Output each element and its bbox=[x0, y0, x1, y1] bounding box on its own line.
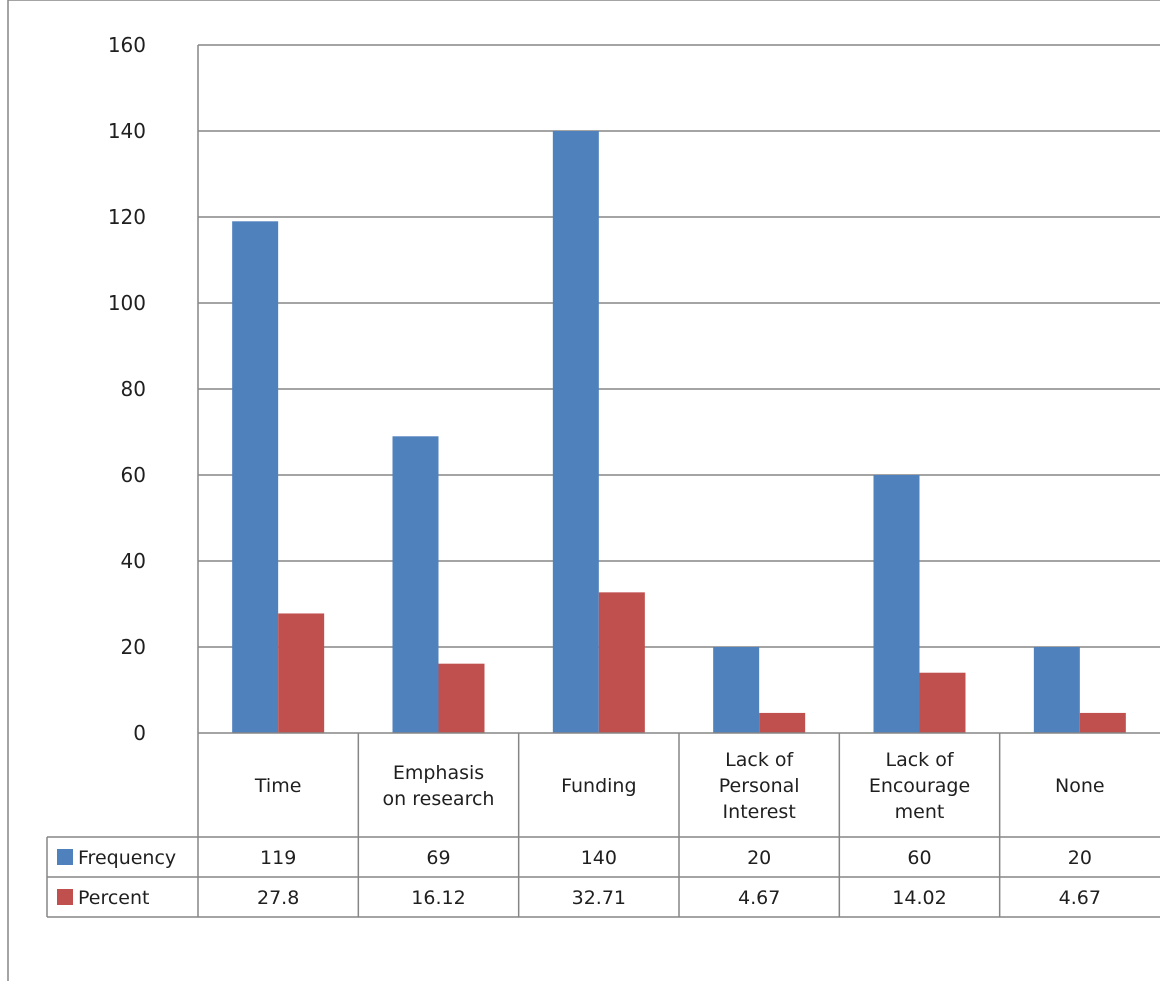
y-tick-label: 160 bbox=[108, 33, 146, 57]
legend-key-frequency bbox=[57, 849, 73, 865]
y-tick-label: 100 bbox=[108, 291, 146, 315]
data-table-value: 4.67 bbox=[1059, 887, 1101, 909]
y-tick-label: 40 bbox=[121, 549, 146, 573]
legend-key-percent bbox=[57, 889, 73, 905]
bar-percent-5 bbox=[1079, 712, 1126, 733]
data-table-value: 60 bbox=[907, 847, 931, 869]
data-table-value: 14.02 bbox=[892, 887, 946, 909]
y-tick-label: 80 bbox=[121, 377, 146, 401]
y-tick-label: 20 bbox=[121, 635, 146, 659]
bar-percent-1 bbox=[438, 663, 485, 733]
category-label: ment bbox=[895, 801, 945, 823]
bar-frequency-3 bbox=[713, 647, 760, 733]
bar-frequency-5 bbox=[1033, 647, 1080, 733]
y-tick-label: 140 bbox=[108, 119, 146, 143]
y-tick-label: 120 bbox=[108, 205, 146, 229]
y-tick-label: 60 bbox=[121, 463, 146, 487]
data-table-value: 69 bbox=[426, 847, 450, 869]
bar-frequency-0 bbox=[232, 221, 279, 734]
data-table-value: 32.71 bbox=[572, 887, 626, 909]
category-label: Interest bbox=[723, 801, 796, 823]
category-label: Lack of bbox=[725, 749, 794, 771]
data-table-value: 4.67 bbox=[738, 887, 780, 909]
data-table-value: 140 bbox=[581, 847, 617, 869]
category-label: Lack of bbox=[885, 749, 954, 771]
y-tick-label: 0 bbox=[133, 721, 146, 745]
category-label: None bbox=[1055, 775, 1105, 797]
legend-label: Frequency bbox=[78, 847, 176, 869]
data-table-value: 27.8 bbox=[257, 887, 299, 909]
category-label: Funding bbox=[561, 775, 636, 797]
category-label: Emphasis bbox=[393, 762, 484, 784]
bar-percent-2 bbox=[598, 592, 645, 733]
category-label: Personal bbox=[719, 775, 800, 797]
bar-frequency-1 bbox=[392, 436, 439, 733]
category-label: Time bbox=[254, 775, 302, 797]
data-table-value: 20 bbox=[747, 847, 771, 869]
bar-percent-4 bbox=[919, 672, 966, 733]
legend-label: Percent bbox=[78, 887, 150, 909]
category-label: on research bbox=[383, 788, 495, 810]
bar-percent-0 bbox=[278, 613, 325, 733]
bar-frequency-2 bbox=[552, 131, 599, 733]
bar-frequency-4 bbox=[873, 475, 920, 733]
bar-percent-3 bbox=[759, 712, 806, 733]
data-table-value: 119 bbox=[260, 847, 296, 869]
category-label: Encourage bbox=[869, 775, 970, 797]
data-table-value: 20 bbox=[1068, 847, 1092, 869]
data-table-value: 16.12 bbox=[411, 887, 465, 909]
